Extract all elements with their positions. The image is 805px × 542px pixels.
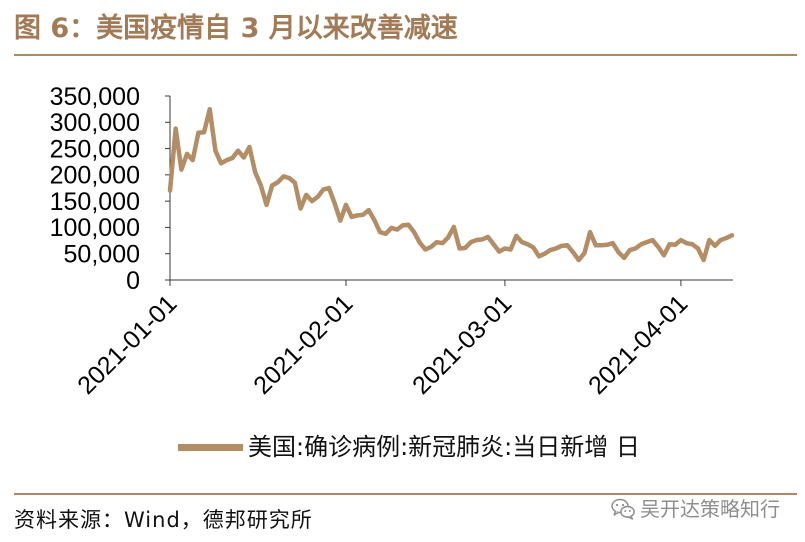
series-line-0 [167,106,735,263]
legend-swatch [178,443,243,451]
title-rule [14,54,797,56]
watermark-text: 吴开达策略知行 [640,497,780,521]
x-tick-label: 2021-04-01 [583,290,693,400]
chart-series [167,106,735,263]
wechat-icon [611,498,635,520]
y-tick-label: 200,000 [50,162,140,190]
figure-title: 图 6：美国疫情自 3 月以来改善减速 [14,13,458,44]
y-tick-label: 50,000 [64,240,140,268]
y-tick-label: 350,000 [50,83,140,111]
y-axis-ticks: 050,000100,000150,000200,000250,000300,0… [50,83,170,295]
y-tick-label: 150,000 [50,188,140,216]
x-axis-ticks: 2021-01-01 2021-02-01 2021-03-01 2021-04-01 [72,280,693,400]
source-note: 资料来源：Wind，德邦研究所 [14,508,313,532]
watermark: 吴开达策略知行 [611,496,780,522]
legend: 美国:确诊病例:新冠肺炎:当日新增 日 [178,432,640,462]
chart-axes [169,96,733,281]
y-tick-label: 100,000 [50,214,140,242]
legend-label: 美国:确诊病例:新冠肺炎:当日新增 日 [248,433,640,461]
y-tick-label: 300,000 [50,109,140,137]
y-tick-label: 250,000 [50,135,140,163]
x-tick-label: 2021-03-01 [407,290,517,400]
source-rule [14,493,797,495]
x-tick-label: 2021-02-01 [248,290,358,400]
x-tick-label: 2021-01-01 [72,290,182,400]
y-tick-label: 0 [126,267,140,295]
